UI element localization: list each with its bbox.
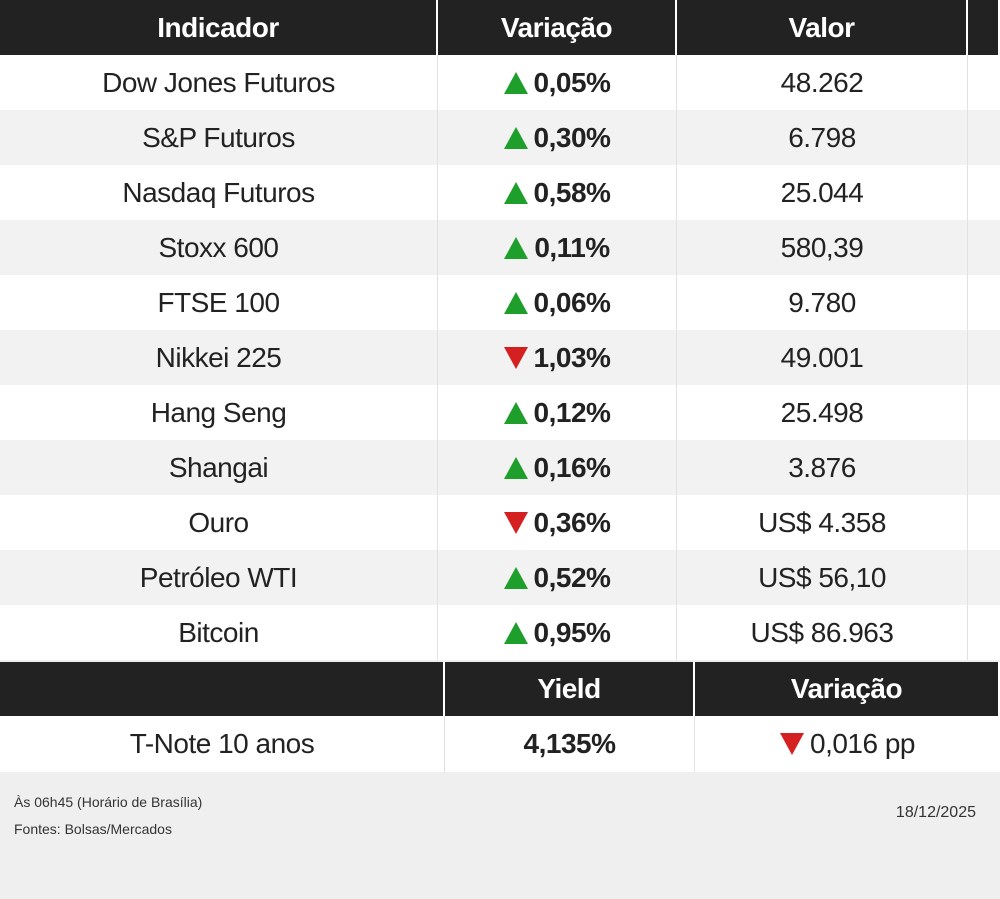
row bbox=[0, 495, 1000, 550]
row bbox=[0, 275, 1000, 330]
change: 0,36% bbox=[533, 506, 611, 538]
direction-arrow bbox=[503, 71, 528, 94]
change-cell: 0,06% bbox=[438, 275, 677, 330]
change-cell: 0,11% bbox=[438, 220, 677, 275]
direction-arrow bbox=[503, 456, 528, 479]
change: 0,58% bbox=[533, 176, 611, 208]
yield: 4,135% bbox=[445, 716, 695, 772]
row bbox=[0, 385, 1000, 440]
change-cell: 0,12% bbox=[438, 385, 677, 440]
row bbox=[0, 220, 1000, 275]
header-cell: Valor bbox=[677, 0, 968, 55]
value: 6.798 bbox=[677, 110, 968, 165]
value: 9.780 bbox=[677, 275, 968, 330]
indicator-name: Stoxx 600 bbox=[0, 220, 438, 275]
row bbox=[0, 330, 1000, 385]
indicator-name: Hang Seng bbox=[0, 385, 438, 440]
row bbox=[0, 440, 1000, 495]
direction-arrow bbox=[503, 511, 528, 534]
value: US$ 86.963 bbox=[677, 605, 968, 660]
value: 49.001 bbox=[677, 330, 968, 385]
header-cell: Variação bbox=[438, 0, 677, 55]
change-cell: 0,16% bbox=[438, 440, 677, 495]
direction-arrow bbox=[503, 566, 528, 589]
change-cell: 0,58% bbox=[438, 165, 677, 220]
direction-arrow bbox=[780, 733, 804, 755]
direction-arrow bbox=[503, 181, 528, 204]
row bbox=[0, 110, 1000, 165]
row bbox=[0, 716, 1000, 772]
header-cell bbox=[0, 662, 445, 716]
change: 0,52% bbox=[533, 561, 611, 593]
indicator-name: Petróleo WTI bbox=[0, 550, 438, 605]
value: 48.262 bbox=[677, 55, 968, 110]
change-cell: 0,30% bbox=[438, 110, 677, 165]
indicator-name: Dow Jones Futuros bbox=[0, 55, 438, 110]
footer-note: Fontes: Bolsas/Mercados bbox=[14, 821, 172, 837]
direction-arrow bbox=[503, 621, 528, 644]
change: 1,03% bbox=[533, 341, 611, 373]
change: 0,05% bbox=[533, 66, 611, 98]
footer-note: Às 06h45 (Horário de Brasília) bbox=[14, 794, 203, 810]
value: 25.498 bbox=[677, 385, 968, 440]
change-cell: 0,016 pp bbox=[695, 716, 1000, 772]
change-cell: 0,52% bbox=[438, 550, 677, 605]
bond-name: T-Note 10 anos bbox=[0, 716, 445, 772]
indicator-name: S&P Futuros bbox=[0, 110, 438, 165]
change: 0,12% bbox=[533, 396, 611, 428]
header-cell: Variação bbox=[695, 662, 1000, 716]
value: 25.044 bbox=[677, 165, 968, 220]
header-cell: Indicador bbox=[0, 0, 438, 55]
direction-arrow bbox=[503, 126, 528, 149]
value: 580,39 bbox=[677, 220, 968, 275]
indicator-name: Ouro bbox=[0, 495, 438, 550]
direction-arrow bbox=[503, 291, 528, 314]
indicator-name: FTSE 100 bbox=[0, 275, 438, 330]
direction-arrow bbox=[503, 401, 528, 424]
change-cell: 0,05% bbox=[438, 55, 677, 110]
header-cell: Yield bbox=[445, 662, 695, 716]
row bbox=[0, 550, 1000, 605]
change-cell: 0,36% bbox=[438, 495, 677, 550]
change: 0,06% bbox=[533, 286, 611, 318]
value: US$ 4.358 bbox=[677, 495, 968, 550]
change-cell: 0,95% bbox=[438, 605, 677, 660]
footer-date: 18/12/2025 bbox=[895, 804, 976, 821]
indicator-name: Nikkei 225 bbox=[0, 330, 438, 385]
change: 0,16% bbox=[533, 451, 611, 483]
indicator-name: Shangai bbox=[0, 440, 438, 495]
direction-arrow bbox=[504, 236, 529, 259]
value: US$ 56,10 bbox=[677, 550, 968, 605]
row bbox=[0, 55, 1000, 110]
change: 0,30% bbox=[533, 121, 611, 153]
row bbox=[0, 605, 1000, 660]
change: 0,11% bbox=[534, 231, 610, 263]
direction-arrow bbox=[503, 346, 528, 369]
row bbox=[0, 165, 1000, 220]
indicator-name: Nasdaq Futuros bbox=[0, 165, 438, 220]
indicator-name: Bitcoin bbox=[0, 605, 438, 660]
change: 0,95% bbox=[533, 616, 611, 648]
change: 0,016 pp bbox=[810, 728, 916, 759]
header-cell bbox=[968, 0, 1000, 55]
change-cell: 1,03% bbox=[438, 330, 677, 385]
value: 3.876 bbox=[677, 440, 968, 495]
